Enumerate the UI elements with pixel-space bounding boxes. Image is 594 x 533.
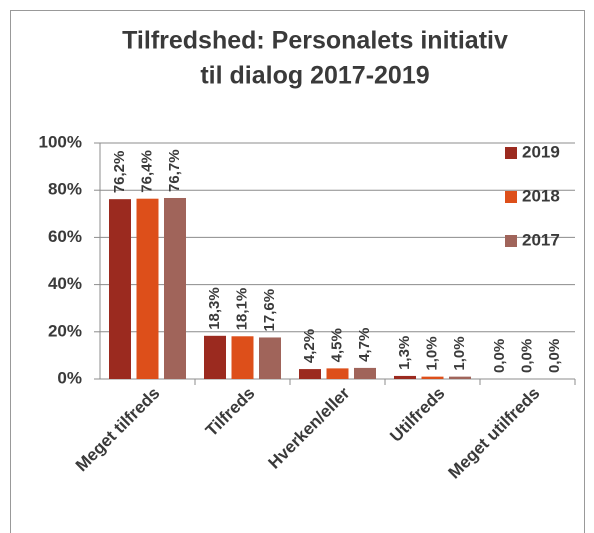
legend-swatch bbox=[505, 235, 517, 247]
bar bbox=[394, 375, 416, 379]
legend-label: 2018 bbox=[522, 186, 560, 205]
value-label: 18,3% bbox=[206, 287, 223, 330]
value-label: 76,7% bbox=[166, 149, 183, 192]
value-label: 0,0% bbox=[546, 339, 563, 373]
y-tick-label: 80% bbox=[48, 180, 82, 199]
chart-title: Tilfredshed: Personalets initiativ bbox=[122, 27, 508, 55]
bar bbox=[259, 337, 281, 379]
value-label: 0,0% bbox=[518, 339, 535, 373]
value-label: 4,7% bbox=[356, 328, 373, 362]
value-label: 4,5% bbox=[328, 328, 345, 362]
bar bbox=[136, 198, 159, 379]
value-label: 1,3% bbox=[396, 336, 413, 370]
legend-label: 2019 bbox=[522, 142, 560, 161]
value-label: 76,4% bbox=[138, 150, 155, 193]
chart-border bbox=[10, 10, 585, 533]
y-tick-label: 20% bbox=[48, 321, 82, 340]
value-label: 76,2% bbox=[111, 151, 128, 194]
value-label: 1,0% bbox=[451, 336, 468, 370]
legend-swatch bbox=[505, 147, 517, 159]
y-tick-label: 40% bbox=[48, 274, 82, 293]
bar bbox=[449, 376, 471, 379]
bar bbox=[326, 368, 349, 379]
bar bbox=[204, 335, 226, 379]
y-tick-label: 60% bbox=[48, 227, 82, 246]
bar bbox=[354, 367, 376, 379]
y-tick-label: 100% bbox=[39, 132, 82, 151]
bar bbox=[299, 369, 321, 379]
legend-label: 2017 bbox=[522, 230, 560, 249]
legend-swatch bbox=[505, 191, 517, 203]
value-label: 0,0% bbox=[491, 339, 508, 373]
chart-title: til dialog 2017-2019 bbox=[200, 62, 429, 90]
bar bbox=[421, 376, 444, 379]
y-tick-label: 0% bbox=[57, 368, 82, 387]
bar bbox=[109, 199, 131, 379]
value-label: 4,2% bbox=[301, 329, 318, 363]
value-label: 1,0% bbox=[423, 336, 440, 370]
bar bbox=[164, 197, 186, 379]
value-label: 18,1% bbox=[233, 288, 250, 331]
bar bbox=[231, 336, 254, 379]
value-label: 17,6% bbox=[261, 289, 278, 332]
